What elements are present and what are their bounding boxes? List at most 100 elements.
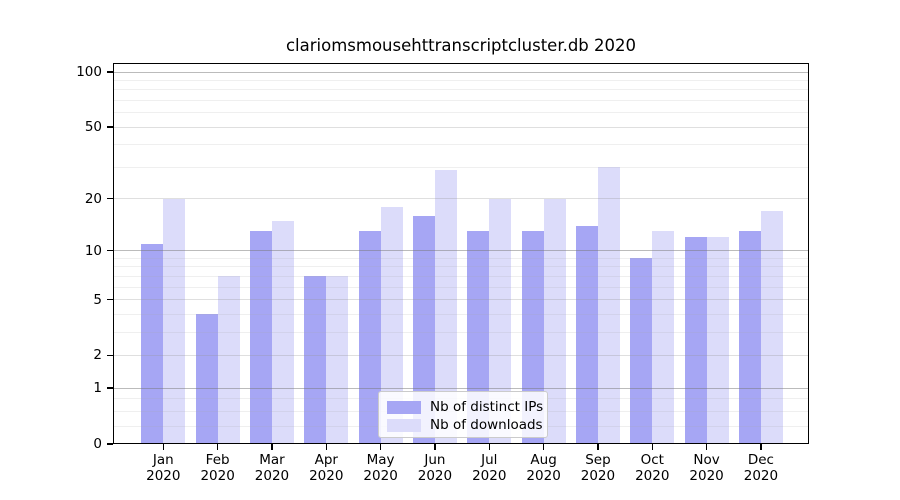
bar-nb-of-downloads-aug (543, 198, 566, 444)
bar-nb-of-distinct-ips-oct (630, 258, 653, 444)
y-tick-mark-50 (107, 126, 113, 128)
x-tick-mark-jul (488, 444, 490, 450)
gridline-9 (113, 257, 809, 259)
x-tick-label-feb: Feb 2020 (188, 452, 248, 484)
x-tick-label-nov: Nov 2020 (677, 452, 737, 484)
x-tick-label-apr: Apr 2020 (296, 452, 356, 484)
x-tick-label-may: May 2020 (351, 452, 411, 484)
y-tick-label-2: 2 (93, 347, 102, 364)
gridline-3 (113, 331, 809, 333)
x-tick-mark-feb (216, 444, 219, 450)
bar-nb-of-downloads-oct (652, 231, 675, 444)
x-tick-label-jul: Jul 2020 (459, 452, 519, 484)
y-tick-label-0: 0 (93, 436, 102, 452)
gridline-80 (113, 89, 809, 91)
x-tick-mark-jun (434, 444, 436, 450)
gridline-100 (113, 71, 809, 73)
bar-nb-of-distinct-ips-dec (738, 231, 761, 444)
x-tick-label-dec: Dec 2020 (731, 452, 791, 484)
y-tick-mark-1 (107, 387, 113, 389)
y-tick-label-5: 5 (93, 291, 102, 308)
x-tick-month: Mar (259, 452, 285, 468)
x-tick-mark-jan (162, 444, 164, 450)
x-tick-month: Aug (530, 452, 557, 468)
x-tick-month: May (366, 452, 395, 468)
bar-nb-of-downloads-jan (163, 198, 186, 444)
bar-nb-of-downloads-jun (434, 169, 457, 444)
y-tick-label-20: 20 (84, 190, 102, 207)
x-tick-label-oct: Oct 2020 (622, 452, 682, 484)
x-tick-mark-dec (760, 444, 762, 450)
x-tick-month: Jul (481, 452, 498, 468)
y-tick-mark-0 (107, 443, 113, 445)
x-tick-mark-apr (325, 444, 327, 450)
bar-nb-of-distinct-ips-aug (521, 231, 544, 444)
x-tick-year: 2020 (417, 468, 453, 484)
bar-nb-of-downloads-apr (326, 276, 349, 444)
bar-nb-of-downloads-dec (760, 211, 783, 444)
x-tick-mark-oct (651, 444, 653, 450)
bar-nb-of-downloads-feb (217, 276, 240, 444)
gridline-8 (113, 266, 809, 268)
bar-nb-of-distinct-ips-apr (304, 276, 327, 444)
gridline-5 (113, 299, 809, 301)
bar-nb-of-downloads-sep (597, 167, 620, 444)
y-tick-mark-100 (107, 71, 113, 73)
x-tick-month: Apr (314, 452, 338, 468)
x-tick-label-jan: Jan 2020 (133, 452, 193, 484)
x-tick-label-jun: Jun 2020 (405, 452, 465, 484)
bar-nb-of-distinct-ips-jul (467, 231, 490, 444)
x-tick-year: 2020 (363, 468, 398, 484)
x-tick-month: Dec (747, 452, 774, 468)
x-tick-month: Sep (585, 452, 611, 468)
bar-nb-of-distinct-ips-sep (575, 225, 598, 444)
chart-title: clariomsmousehttranscriptcluster.db 2020 (285, 36, 637, 55)
legend-label-downloads: Nb of downloads (430, 417, 543, 433)
bar-nb-of-downloads-jul (489, 198, 512, 444)
y-tick-label-50: 50 (84, 119, 102, 136)
legend-swatch-distinct-ips-icon (387, 400, 421, 414)
x-tick-year: 2020 (635, 468, 670, 484)
x-tick-label-aug: Aug 2020 (514, 452, 574, 484)
y-tick-mark-10 (107, 250, 113, 252)
x-tick-month: Nov (693, 452, 720, 468)
x-tick-mark-mar (271, 444, 273, 450)
gridline-6 (113, 286, 809, 288)
y-tick-mark-5 (107, 298, 113, 301)
x-tick-mark-aug (542, 444, 545, 450)
legend-swatch-downloads-icon (387, 418, 421, 432)
legend: Nb of distinct IPs Nb of downloads (378, 391, 548, 438)
bar-nb-of-distinct-ips-may (358, 231, 381, 444)
x-tick-year: 2020 (309, 468, 344, 484)
x-tick-month: Feb (205, 452, 230, 468)
gridline-2 (113, 354, 809, 356)
x-tick-year: 2020 (254, 468, 290, 484)
bar-nb-of-downloads-may (380, 206, 403, 444)
x-tick-month: Oct (640, 452, 664, 468)
gridline-40 (113, 144, 809, 146)
bar-nb-of-distinct-ips-jan (141, 243, 164, 444)
legend-label-distinct-ips: Nb of distinct IPs (430, 399, 544, 415)
gridline-30 (113, 166, 809, 168)
gridline-7 (113, 275, 809, 277)
x-tick-mark-may (379, 444, 382, 450)
gridline-20 (113, 198, 809, 200)
bar-nb-of-distinct-ips-mar (249, 231, 272, 444)
bar-nb-of-distinct-ips-nov (684, 237, 707, 444)
x-tick-year: 2020 (526, 468, 561, 484)
x-tick-year: 2020 (580, 468, 616, 484)
x-tick-year: 2020 (472, 468, 507, 484)
legend-row-distinct-ips: Nb of distinct IPs (387, 398, 543, 416)
bar-nb-of-distinct-ips-jun (412, 215, 435, 444)
x-tick-year: 2020 (689, 468, 724, 484)
gridline-60 (113, 112, 809, 114)
x-tick-year: 2020 (146, 468, 181, 484)
y-tick-mark-20 (107, 197, 113, 200)
y-tick-label-100: 100 (76, 64, 102, 81)
gridline-50 (113, 126, 809, 128)
bar-nb-of-distinct-ips-feb (195, 314, 218, 444)
bar-nb-of-downloads-nov (706, 237, 729, 444)
gridline-70 (113, 99, 809, 101)
x-tick-month: Jan (152, 452, 174, 468)
grid-layer (113, 63, 809, 444)
